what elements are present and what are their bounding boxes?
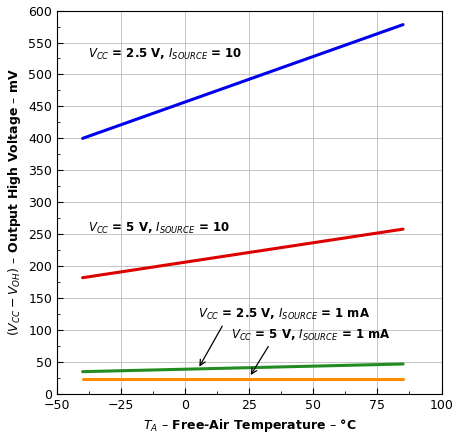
X-axis label: $T_A$ – Free-Air Temperature – °C: $T_A$ – Free-Air Temperature – °C [143, 418, 356, 434]
Text: $V_{CC}$ = 5 V, $I_{SOURCE}$ = 1 mA: $V_{CC}$ = 5 V, $I_{SOURCE}$ = 1 mA [231, 328, 391, 343]
Text: $V_{CC}$ = 2.5 V, $I_{SOURCE}$ = 1 mA: $V_{CC}$ = 2.5 V, $I_{SOURCE}$ = 1 mA [198, 308, 370, 323]
Y-axis label: $(V_{CC} - V_{OH})$ – Output High Voltage – mV: $(V_{CC} - V_{OH})$ – Output High Voltag… [6, 68, 22, 336]
Text: $V_{CC}$ = 5 V, $I_{SOURCE}$ = 10: $V_{CC}$ = 5 V, $I_{SOURCE}$ = 10 [88, 220, 230, 235]
Text: $V_{CC}$ = 2.5 V, $I_{SOURCE}$ = 10: $V_{CC}$ = 2.5 V, $I_{SOURCE}$ = 10 [88, 47, 242, 62]
